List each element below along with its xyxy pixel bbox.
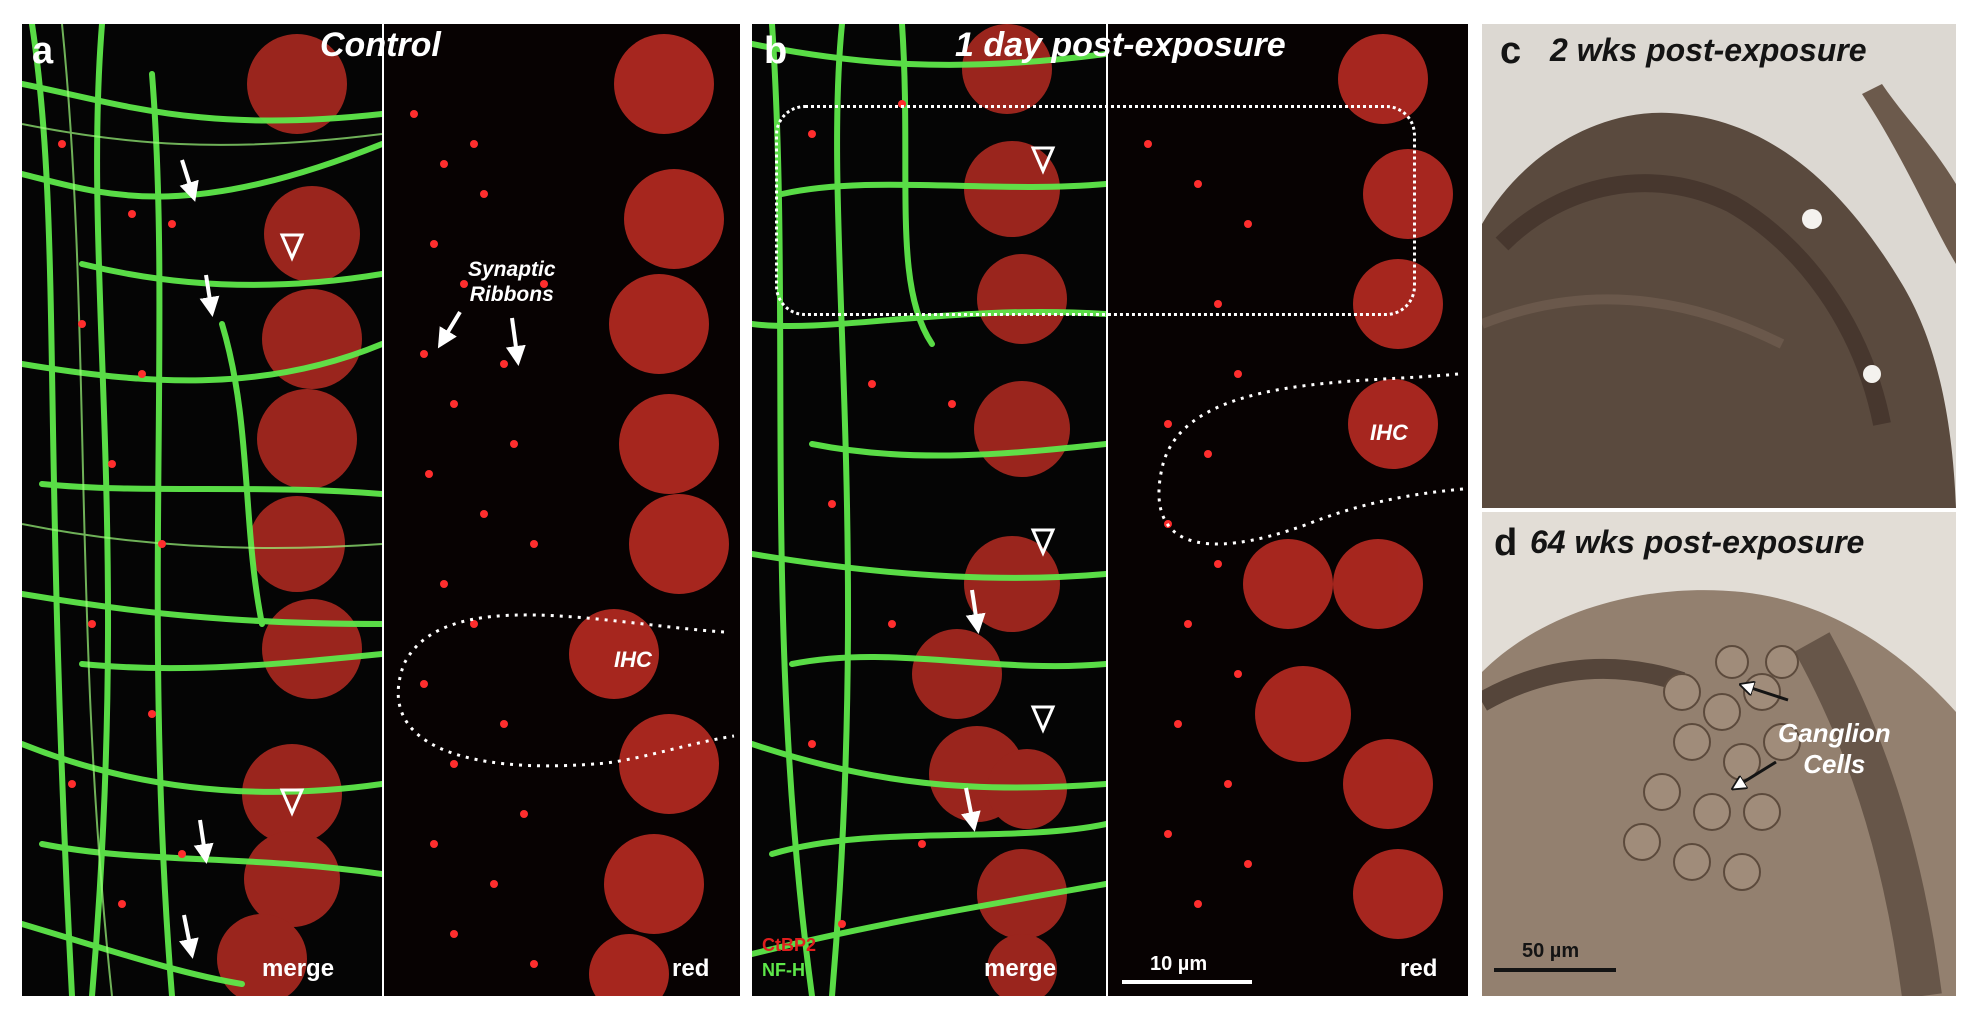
legend-ctbp2: CtBP2	[762, 935, 817, 955]
panel-b-highlight-box	[775, 105, 1416, 316]
panel-c-title: 2 wks post-exposure	[1550, 32, 1867, 68]
panel-a-title: Control	[320, 26, 441, 64]
panel-a-merge-label: merge	[262, 955, 335, 982]
panel-d-scale-bar	[1494, 968, 1616, 972]
panel-b-letter: b	[764, 30, 788, 72]
panel-a-merge-image	[22, 24, 382, 996]
panel-a-red-image	[384, 24, 740, 996]
cells-label: Cells	[1803, 749, 1866, 780]
panel-b-red-label: red	[1400, 955, 1438, 982]
panel-d-title: 64 wks post-exposure	[1530, 524, 1865, 560]
synaptic-label: Synaptic	[468, 258, 556, 281]
panel-a-annotation: Synaptic Ribbons	[468, 257, 556, 307]
ganglion-label: Ganglion	[1778, 718, 1891, 748]
legend-nfh: NF-H	[762, 960, 805, 980]
panel-c-letter: c	[1500, 30, 1522, 72]
panel-b-scale-label: 10 µm	[1150, 953, 1208, 975]
panel-b-title: 1 day post-exposure	[955, 26, 1286, 64]
ribbons-label: Ribbons	[469, 283, 554, 307]
panel-b-scale-bar	[1122, 980, 1252, 984]
panel-b-merge-label: merge	[984, 955, 1057, 982]
panel-d-annotation: Ganglion Cells	[1778, 718, 1891, 780]
panel-d-scale-label: 50 µm	[1522, 940, 1580, 962]
panel-a-red-label: red	[672, 955, 710, 982]
panel-a-ihc-label: IHC	[614, 647, 652, 672]
panel-b-red-image	[1108, 24, 1468, 996]
panel-d-histology-image	[1482, 512, 1956, 996]
panel-b-ihc-label: IHC	[1370, 420, 1408, 445]
panel-a-letter: a	[32, 30, 54, 72]
panel-c-histology-image	[1482, 24, 1956, 508]
panel-d-letter: d	[1494, 522, 1518, 564]
